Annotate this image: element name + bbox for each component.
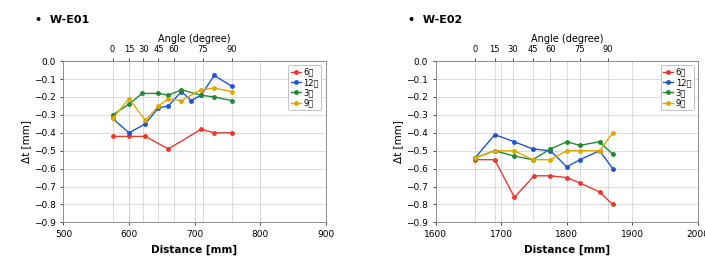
X-axis label: Distance [mm]: Distance [mm] [152, 245, 238, 255]
Text: •  W-E02: • W-E02 [407, 15, 462, 25]
12시 [197, 93, 205, 97]
9시 [596, 149, 604, 152]
Y-axis label: Δt [mm]: Δt [mm] [393, 120, 403, 163]
9시 [563, 149, 571, 152]
9시 [141, 119, 149, 122]
6시 [546, 174, 555, 177]
3시 [546, 147, 555, 151]
12시 [608, 167, 617, 170]
3시 [563, 140, 571, 143]
12시 [177, 90, 185, 93]
6시 [197, 128, 205, 131]
9시 [125, 97, 133, 100]
9시 [576, 149, 584, 152]
12시 [154, 106, 163, 110]
6시 [164, 147, 173, 151]
3시 [154, 92, 163, 95]
12시 [576, 158, 584, 161]
12시 [125, 131, 133, 135]
3시 [510, 155, 519, 158]
12시 [596, 149, 604, 152]
3시 [608, 153, 617, 156]
3시 [210, 95, 219, 99]
3시 [228, 99, 236, 102]
6시 [471, 158, 479, 161]
Y-axis label: Δt [mm]: Δt [mm] [21, 120, 31, 163]
9시 [210, 86, 219, 90]
Legend: 6시, 12시, 3시, 9시: 6시, 12시, 3시, 9시 [288, 65, 321, 110]
3시 [125, 103, 133, 106]
6시 [125, 135, 133, 138]
6시 [530, 174, 539, 177]
3시 [109, 113, 117, 116]
6시 [141, 135, 149, 138]
3시 [529, 158, 537, 161]
12시 [510, 140, 519, 143]
3시 [197, 93, 205, 97]
9시 [491, 149, 499, 152]
Text: •  W-E01: • W-E01 [35, 15, 90, 25]
X-axis label: Angle (degree): Angle (degree) [159, 34, 231, 44]
X-axis label: Distance [mm]: Distance [mm] [524, 245, 610, 255]
6시 [563, 176, 571, 179]
9시 [177, 99, 185, 102]
9시 [546, 158, 555, 161]
3시 [177, 88, 185, 91]
6시 [576, 181, 584, 185]
9시 [608, 131, 617, 135]
Legend: 6시, 12시, 3시, 9시: 6시, 12시, 3시, 9시 [661, 65, 694, 110]
Line: 6시: 6시 [473, 158, 615, 206]
3시 [596, 140, 604, 143]
12시 [563, 165, 571, 168]
3시 [576, 144, 584, 147]
Line: 12시: 12시 [111, 74, 233, 135]
3시 [164, 93, 173, 97]
12시 [141, 122, 149, 126]
6시 [210, 131, 219, 135]
3시 [138, 92, 147, 95]
12시 [471, 156, 479, 160]
12시 [187, 99, 195, 102]
Line: 9시: 9시 [111, 86, 233, 122]
Line: 3시: 3시 [111, 88, 233, 117]
12시 [228, 85, 236, 88]
12시 [491, 133, 499, 136]
12시 [210, 74, 219, 77]
3시 [471, 156, 479, 160]
9시 [109, 117, 117, 120]
Line: 12시: 12시 [473, 133, 615, 170]
X-axis label: Angle (degree): Angle (degree) [531, 34, 603, 44]
12시 [109, 117, 117, 120]
9시 [529, 158, 537, 161]
6시 [608, 203, 617, 206]
9시 [471, 156, 479, 160]
6시 [109, 135, 117, 138]
Line: 6시: 6시 [111, 128, 233, 151]
6시 [228, 131, 236, 135]
12시 [546, 149, 555, 152]
6시 [491, 158, 499, 161]
9시 [228, 90, 236, 93]
12시 [164, 104, 173, 108]
9시 [164, 97, 173, 100]
Line: 3시: 3시 [473, 140, 615, 162]
9시 [154, 104, 163, 108]
9시 [510, 149, 519, 152]
6시 [510, 196, 519, 199]
6시 [596, 190, 604, 193]
12시 [529, 147, 537, 151]
Line: 9시: 9시 [473, 131, 615, 162]
9시 [197, 88, 205, 91]
3시 [491, 149, 499, 152]
